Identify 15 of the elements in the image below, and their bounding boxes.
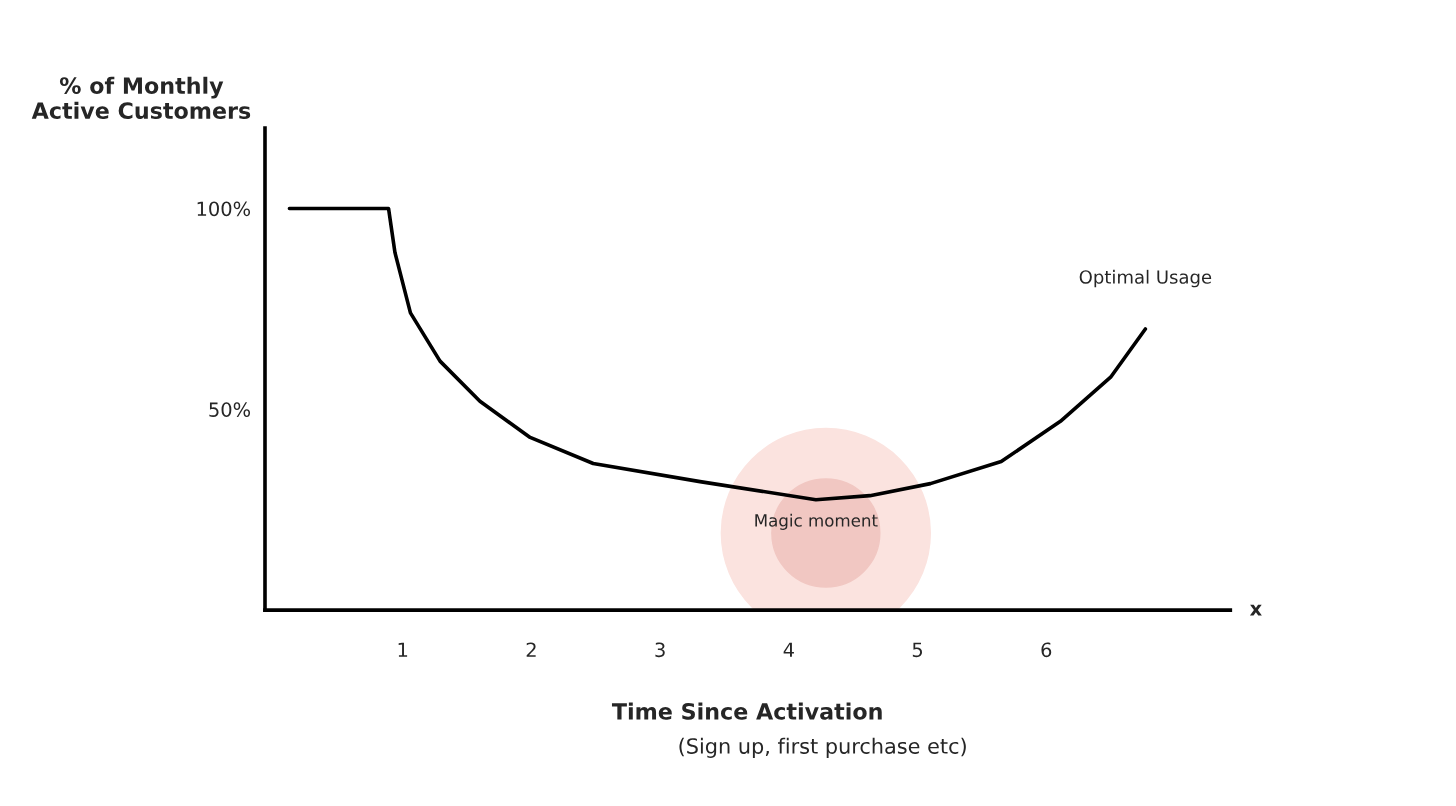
x-tick-label: 4 (783, 642, 794, 657)
x-axis-title: Time Since Activation (611, 702, 882, 720)
text: x (1249, 604, 1262, 616)
y-tick-label: 50% (209, 402, 251, 417)
annotation: Magic moment (755, 513, 878, 530)
y-tick-label: 100% (197, 201, 251, 217)
x-tick-label: 1 (398, 642, 408, 657)
line-series (287, 206, 1148, 502)
text: (Sign up, first purchase etc) (679, 737, 966, 758)
x-tick-label: 3 (655, 642, 665, 658)
annotation: Optimal Usage (1079, 269, 1212, 288)
x-tick-label: 2 (526, 642, 536, 657)
y-axis-title: % of Monthly Active Customers (31, 76, 251, 120)
x-tick-label: 5 (912, 642, 923, 658)
x-tick-label: 6 (1041, 642, 1052, 658)
